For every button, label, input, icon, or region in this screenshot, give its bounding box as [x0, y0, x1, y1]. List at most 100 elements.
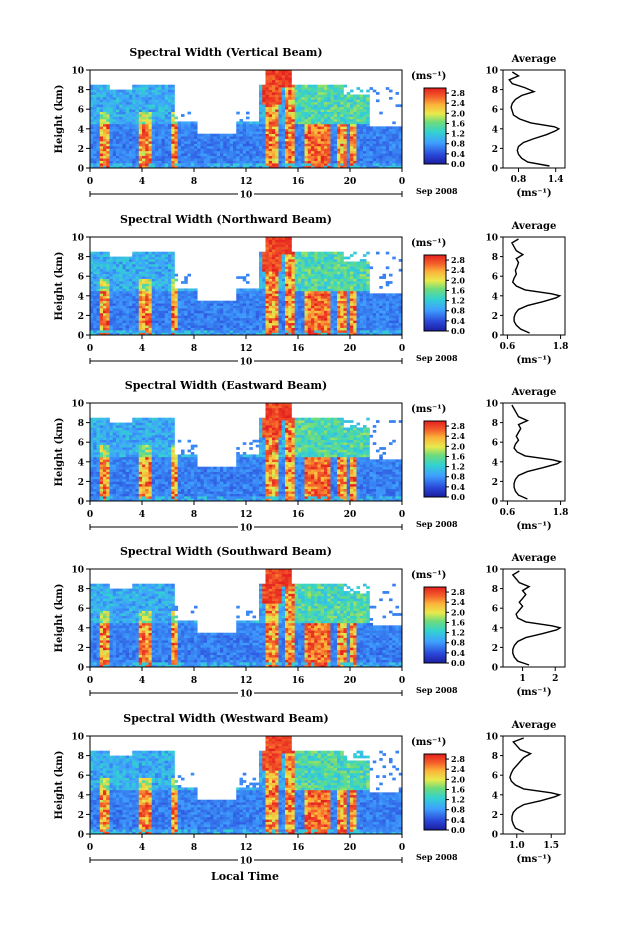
heatmap-cell	[177, 165, 182, 169]
heatmap-cell	[203, 320, 208, 324]
heatmap-cell	[272, 94, 276, 98]
heatmap-cell	[307, 259, 312, 262]
heatmap-cell	[356, 163, 361, 166]
heatmap-cell	[203, 143, 208, 147]
heatmap-cell	[164, 128, 169, 132]
heatmap-cell	[242, 330, 247, 333]
heatmap-cell	[285, 92, 289, 95]
heatmap-cell	[259, 92, 263, 95]
heatmap-cell	[207, 325, 211, 328]
panel-title: Spectral Width (Vertical Beam)	[129, 46, 322, 59]
heatmap-cell	[395, 138, 400, 142]
heatmap-cell	[233, 308, 237, 311]
heatmap-cell	[190, 320, 195, 324]
heatmap-cell	[116, 158, 120, 161]
heatmap-cell	[236, 158, 240, 161]
heatmap-cell	[103, 283, 107, 287]
heatmap-cell	[135, 315, 140, 319]
heatmap-cell	[259, 330, 263, 333]
heatmap-cell	[259, 148, 263, 152]
heatmap-cell	[268, 312, 273, 316]
heatmap-cell	[90, 261, 94, 265]
heatmap-cell	[207, 160, 211, 164]
heatmap-cell	[226, 332, 231, 336]
heatmap-cell	[99, 141, 104, 144]
heatmap-cell	[337, 278, 341, 282]
heatmap-cell	[155, 320, 159, 324]
heatmap-cell	[242, 276, 247, 279]
heatmap-cell	[99, 123, 104, 127]
heatmap-cell	[190, 143, 195, 147]
heatmap-cell	[333, 84, 338, 88]
heatmap-cell	[93, 305, 97, 309]
heatmap-cell	[246, 303, 250, 306]
heatmap-cell	[236, 298, 240, 301]
heatmap-cell	[278, 327, 283, 331]
heatmap-cell	[356, 148, 361, 152]
heatmap-cell	[353, 126, 357, 130]
heatmap-cell	[197, 163, 201, 166]
heatmap-cell	[116, 111, 120, 115]
heatmap-cell	[320, 141, 325, 144]
heatmap-cell	[285, 94, 289, 98]
heatmap-cell	[307, 92, 312, 95]
heatmap-cell	[311, 150, 315, 154]
heatmap-cell	[216, 312, 221, 316]
heatmap-cell	[90, 276, 94, 279]
heatmap-cell	[278, 87, 283, 90]
heatmap-cell	[324, 261, 328, 265]
heatmap-cell	[96, 288, 101, 292]
heatmap-cell	[151, 99, 156, 103]
heatmap-cell	[184, 281, 188, 284]
heatmap-cell	[317, 300, 322, 304]
heatmap-cell	[327, 165, 331, 169]
heatmap-cell	[116, 283, 120, 287]
heatmap-cell	[171, 84, 175, 88]
heatmap-cell	[281, 266, 286, 270]
heatmap-cell	[379, 148, 383, 152]
heatmap-cell	[103, 96, 107, 100]
heatmap-cell	[285, 150, 289, 154]
heatmap-cell	[99, 288, 104, 292]
heatmap-cell	[122, 92, 127, 95]
heatmap-cell	[96, 317, 101, 321]
heatmap-cell	[226, 143, 231, 147]
heatmap-cell	[119, 300, 123, 304]
heatmap-cell	[148, 261, 153, 265]
heatmap-cell	[161, 300, 166, 304]
heatmap-cell	[138, 276, 143, 279]
heatmap-cell	[369, 148, 374, 152]
heatmap-cell	[272, 320, 276, 324]
heatmap-cell	[314, 158, 318, 161]
heatmap-cell	[275, 128, 279, 132]
heatmap-cell	[262, 163, 266, 166]
heatmap-cell	[103, 293, 107, 297]
heatmap-cell	[233, 153, 237, 157]
heatmap-cell	[122, 330, 127, 333]
heatmap-cell	[138, 163, 143, 166]
heatmap-cell	[320, 254, 325, 257]
heatmap-cell	[161, 84, 166, 88]
heatmap-cell	[99, 116, 104, 120]
heatmap-cell	[298, 254, 302, 257]
heatmap-cell	[311, 261, 315, 265]
heatmap-cell	[90, 153, 94, 157]
heatmap-cell	[249, 133, 253, 137]
heatmap-cell	[298, 312, 302, 316]
heatmap-cell	[265, 322, 270, 326]
heatmap-cell	[330, 94, 335, 98]
heatmap-cell	[304, 310, 309, 314]
heatmap-cell	[317, 322, 322, 326]
heatmap-cell	[93, 155, 97, 159]
heatmap-cell	[129, 89, 133, 93]
heatmap-cell	[327, 268, 331, 272]
heatmap-cell	[184, 136, 188, 139]
heatmap-cell	[90, 312, 94, 316]
heatmap-cell	[190, 308, 195, 311]
heatmap-cell	[151, 158, 156, 161]
heatmap-cell	[129, 259, 133, 262]
heatmap-cell	[350, 150, 354, 154]
heatmap-cell	[346, 148, 351, 152]
heatmap-cell	[142, 251, 146, 255]
heatmap-cell	[285, 111, 289, 115]
